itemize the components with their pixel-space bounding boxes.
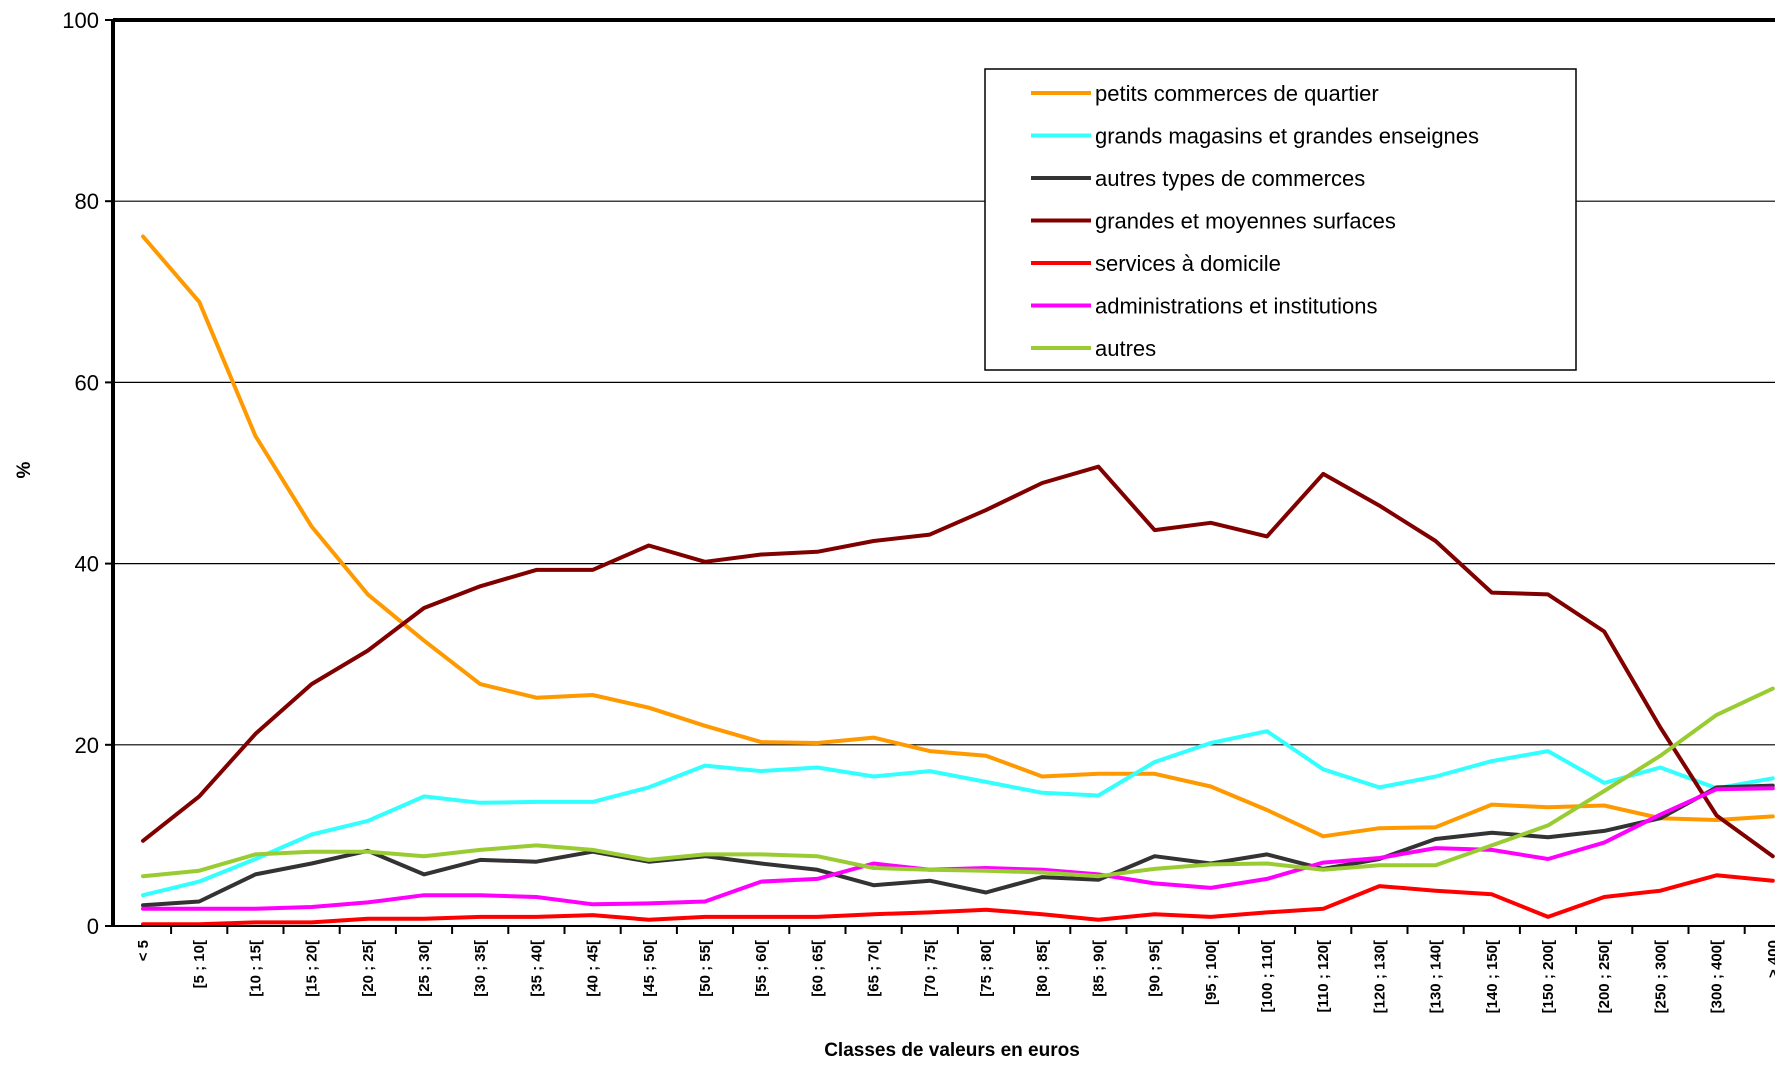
y-tick-label: 80: [75, 189, 99, 214]
x-tick-label: [45 ; 50[: [641, 940, 658, 997]
x-tick-label: > 400: [1765, 940, 1775, 978]
legend-label: petits commerces de quartier: [1095, 81, 1379, 106]
x-tick-label: [35 ; 40[: [528, 940, 545, 997]
legend-label: autres types de commerces: [1095, 166, 1365, 191]
series-line: [141, 464, 1775, 859]
x-tick-label: [75 ; 80[: [978, 940, 995, 997]
x-tick-label: [60 ; 65[: [809, 940, 826, 997]
legend: petits commerces de quartier grands magas…: [984, 68, 1577, 371]
y-tick-label: 0: [87, 914, 99, 939]
x-tick-label: [95 ; 100[: [1203, 940, 1220, 1005]
x-tick-label: [25 ; 30[: [416, 940, 433, 997]
series-line: [141, 686, 1775, 879]
x-tick-label: [5 ; 10[: [191, 940, 208, 988]
x-tick-label: [20 ; 25[: [360, 940, 377, 997]
x-tick-label: [30 ; 35[: [472, 940, 489, 997]
x-tick-label: [85 ; 90[: [1090, 940, 1107, 997]
legend-label: grands magasins et grandes enseignes: [1095, 124, 1479, 149]
x-tick-label: [80 ; 85[: [1034, 940, 1051, 997]
series-lines: [141, 234, 1775, 927]
x-tick-label: [100 ; 110[: [1259, 940, 1276, 1013]
y-tick-labels: 0 20 40 60 80 100: [62, 8, 99, 939]
x-tick-label: [200 ; 250[: [1596, 940, 1613, 1013]
y-axis-title: %: [14, 461, 35, 478]
series-line: [141, 234, 1775, 839]
x-tick-label: [40 ; 45[: [585, 940, 602, 997]
series-line: [141, 873, 1775, 927]
y-tick-label: 100: [62, 8, 99, 33]
x-tick-label: [15 ; 20[: [304, 940, 321, 997]
x-tick-label: [140 ; 150[: [1484, 940, 1501, 1013]
axes: [105, 18, 1775, 934]
x-tick-label: [130 ; 140[: [1428, 940, 1445, 1013]
series-line: [141, 783, 1775, 908]
x-tick-label: [90 ; 95[: [1147, 940, 1164, 997]
y-tick-label: 20: [75, 733, 99, 758]
x-tick-label: [300 ; 400[: [1709, 940, 1726, 1013]
y-tick-label: 40: [75, 552, 99, 577]
x-tick-label: [65 ; 70[: [866, 940, 883, 997]
x-tick-label: [70 ; 75[: [922, 940, 939, 997]
legend-label: autres: [1095, 336, 1156, 361]
series-line: [141, 729, 1775, 898]
x-tick-label: [250 ; 300[: [1652, 940, 1669, 1013]
legend-label: administrations et institutions: [1095, 294, 1377, 319]
x-tick-label: [120 ; 130[: [1371, 940, 1388, 1013]
x-tick-label: [150 ; 200[: [1540, 940, 1557, 1013]
x-tick-label: [110 ; 120[: [1315, 940, 1332, 1013]
x-tick-label: [55 ; 60[: [753, 940, 770, 997]
legend-label: services à domicile: [1095, 251, 1281, 276]
x-axis-title: Classes de valeurs en euros: [824, 1040, 1080, 1061]
x-tick-label: [50 ; 55[: [697, 940, 714, 997]
legend-label: grandes et moyennes surfaces: [1095, 209, 1396, 234]
x-tick-labels: < 5 [5 ; 10[ [10 ; 15[ [15 ; 20[ [20 ; 25[ [2…: [135, 940, 1775, 1013]
x-tick-label: [10 ; 15[: [247, 940, 264, 997]
y-tick-label: 60: [75, 370, 99, 395]
x-tick-label: < 5: [135, 940, 152, 961]
